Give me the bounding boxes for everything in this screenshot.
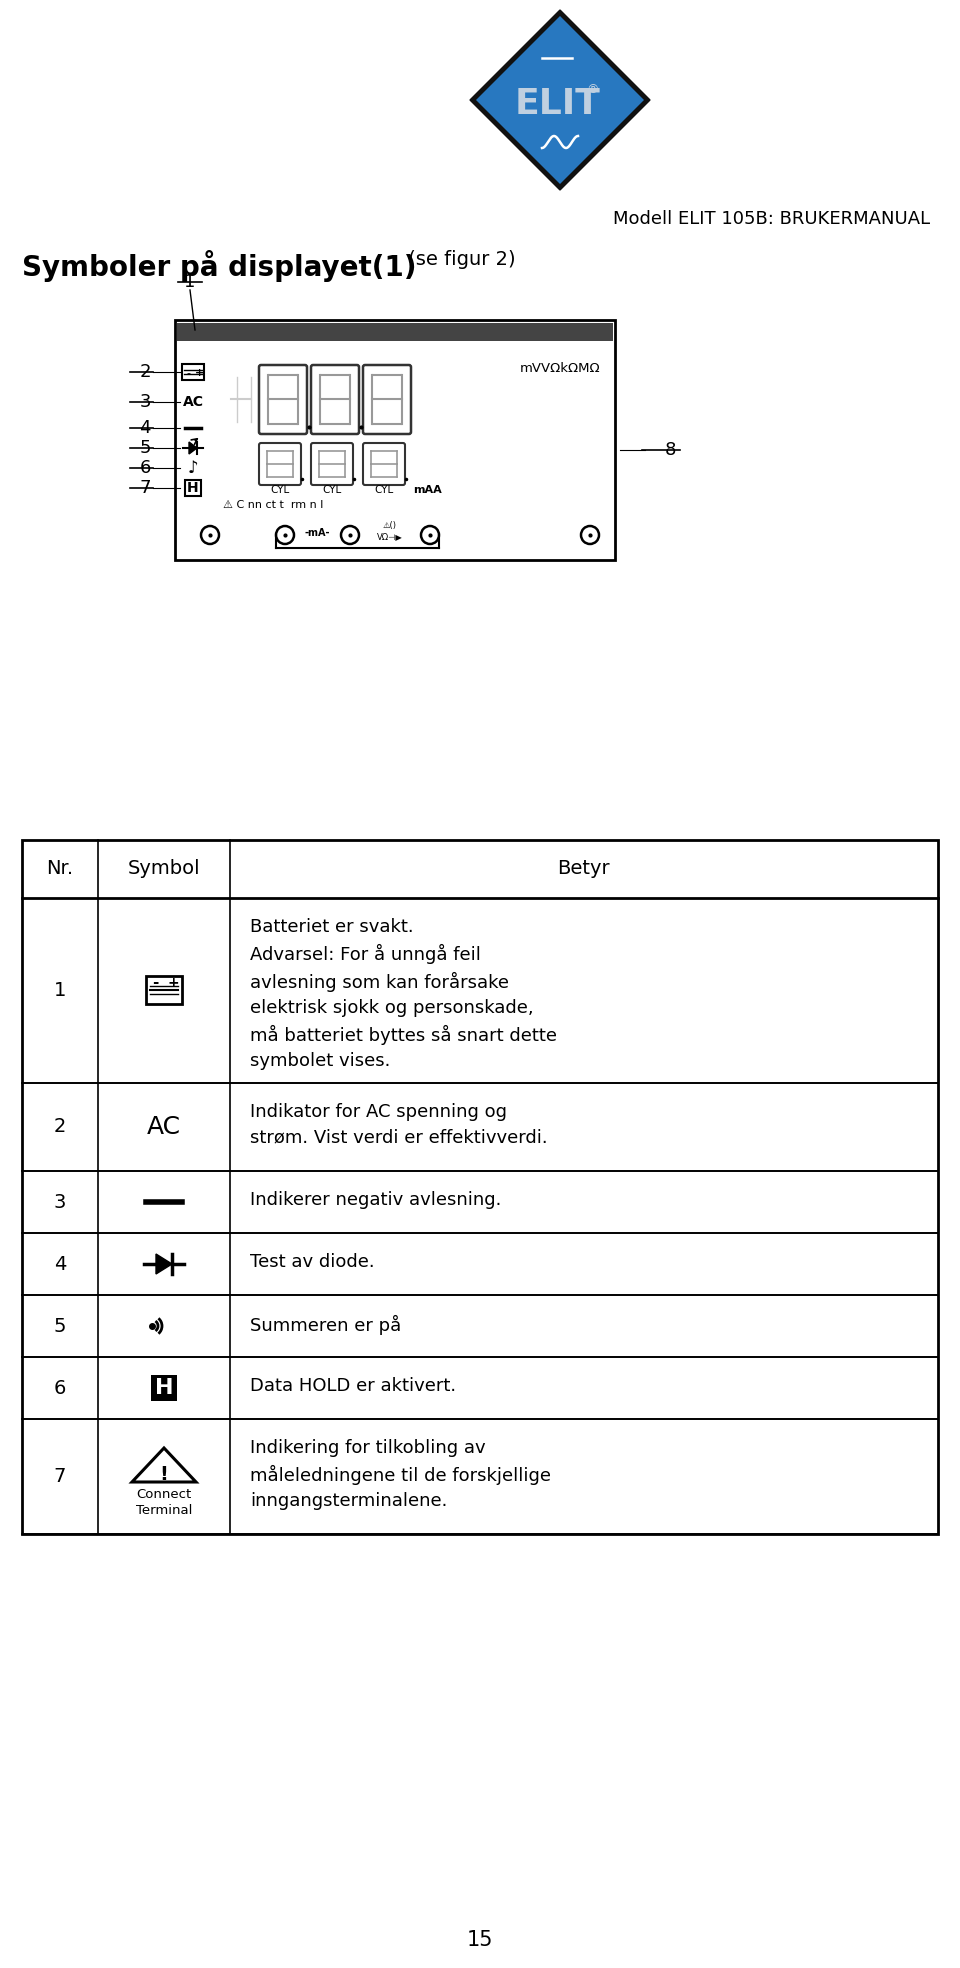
- FancyBboxPatch shape: [363, 443, 405, 484]
- Text: mAA: mAA: [413, 484, 442, 496]
- Bar: [182, 364, 204, 380]
- Text: CYL: CYL: [323, 484, 342, 496]
- Text: -: -: [186, 368, 190, 378]
- Text: (se figur 2): (se figur 2): [402, 250, 516, 270]
- Text: CYL: CYL: [374, 484, 394, 496]
- Text: 7: 7: [139, 478, 151, 498]
- FancyBboxPatch shape: [363, 364, 411, 435]
- Polygon shape: [470, 10, 650, 191]
- Text: Betyr: Betyr: [557, 860, 610, 878]
- Text: 6: 6: [54, 1378, 66, 1397]
- Bar: [185, 480, 201, 496]
- FancyBboxPatch shape: [259, 443, 301, 484]
- Text: AC: AC: [147, 1116, 181, 1139]
- FancyBboxPatch shape: [311, 364, 359, 435]
- Text: Symboler på displayet(1): Symboler på displayet(1): [22, 250, 417, 281]
- Text: 15: 15: [467, 1931, 493, 1950]
- Text: 7: 7: [54, 1466, 66, 1486]
- Text: Connect
Terminal: Connect Terminal: [135, 1488, 192, 1517]
- Text: Summeren er på: Summeren er på: [250, 1315, 401, 1334]
- Text: +: +: [167, 976, 179, 990]
- Text: 3: 3: [139, 394, 151, 411]
- Text: Nr.: Nr.: [46, 860, 74, 878]
- Text: +: +: [194, 368, 204, 378]
- Text: Indikator for AC spenning og
strøm. Vist verdi er effektivverdi.: Indikator for AC spenning og strøm. Vist…: [250, 1102, 547, 1145]
- Text: -: -: [152, 976, 158, 990]
- Text: 2: 2: [54, 1118, 66, 1136]
- Text: Indikerer negativ avlesning.: Indikerer negativ avlesning.: [250, 1191, 501, 1208]
- Text: Data HOLD er aktivert.: Data HOLD er aktivert.: [250, 1378, 456, 1395]
- Text: Batteriet er svakt.
Advarsel: For å unngå feil
avlesning som kan forårsake
elekt: Batteriet er svakt. Advarsel: For å unng…: [250, 917, 557, 1071]
- Text: Test av diode.: Test av diode.: [250, 1254, 374, 1271]
- Text: ®: ®: [587, 83, 599, 96]
- Text: 5: 5: [139, 439, 151, 457]
- Bar: [22, 840, 938, 1533]
- Text: 1: 1: [54, 980, 66, 1000]
- Text: 1: 1: [184, 274, 196, 291]
- Text: AC: AC: [182, 396, 204, 409]
- Text: !: !: [159, 1464, 168, 1484]
- Polygon shape: [132, 1448, 196, 1482]
- Text: Modell ELIT 105B: BRUKERMANUAL: Modell ELIT 105B: BRUKERMANUAL: [612, 211, 930, 228]
- Text: 6: 6: [139, 459, 151, 476]
- Polygon shape: [476, 16, 644, 183]
- Text: 3: 3: [54, 1193, 66, 1212]
- Text: 4: 4: [139, 419, 151, 437]
- Text: mVVΩkΩMΩ: mVVΩkΩMΩ: [519, 362, 600, 376]
- FancyBboxPatch shape: [311, 443, 353, 484]
- Text: Symbol: Symbol: [128, 860, 201, 878]
- Text: 8: 8: [664, 441, 676, 459]
- Text: ELIT: ELIT: [516, 87, 601, 120]
- Text: ⚠ C nn ct t  rm n l: ⚠ C nn ct t rm n l: [223, 500, 324, 510]
- Polygon shape: [156, 1254, 172, 1273]
- Text: 5: 5: [54, 1317, 66, 1336]
- Text: Indikering for tilkobling av
måleledningene til de forskjellige
inngangsterminal: Indikering for tilkobling av måleledning…: [250, 1439, 551, 1509]
- Text: ♪: ♪: [188, 459, 199, 476]
- Bar: [146, 976, 182, 1004]
- Text: CYL: CYL: [271, 484, 290, 496]
- Text: H: H: [155, 1378, 173, 1397]
- Text: H: H: [187, 480, 199, 496]
- Bar: [151, 1376, 177, 1401]
- Polygon shape: [189, 443, 197, 455]
- Text: -mA-: -mA-: [304, 527, 329, 537]
- Text: 2: 2: [139, 362, 151, 382]
- Bar: [177, 323, 613, 340]
- Bar: [175, 321, 615, 561]
- Text: 4: 4: [54, 1254, 66, 1273]
- FancyBboxPatch shape: [259, 364, 307, 435]
- Text: ⚠()
VΩ⊣▶: ⚠() VΩ⊣▶: [377, 522, 403, 541]
